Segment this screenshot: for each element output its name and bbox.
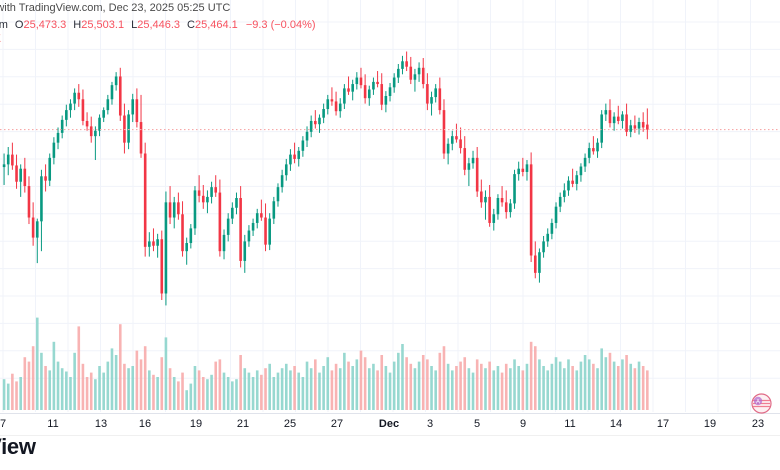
x-axis-tick: 27 (330, 418, 344, 430)
tradingview-watermark: gView (0, 434, 36, 459)
x-axis-tick: 13 (94, 418, 108, 430)
bottom-strip (0, 435, 780, 470)
candlesticks (2, 51, 649, 306)
x-axis[interactable]: 7 11 13 16 19 21 25 27 Dec 3 5 9 11 14 17 19 23 (0, 413, 780, 435)
x-axis-tick: 5 (473, 418, 481, 430)
x-axis-tick: 17 (656, 418, 670, 430)
x-axis-tick: 25 (283, 418, 297, 430)
x-axis-tick: 3 (426, 418, 434, 430)
x-axis-tick: 23 (751, 418, 765, 430)
x-axis-tick: 19 (703, 418, 717, 430)
x-axis-tick: 21 (236, 418, 250, 430)
x-axis-tick: 16 (138, 418, 152, 430)
x-axis-tick: 11 (47, 418, 59, 430)
x-axis-tick: 11 (564, 418, 576, 430)
x-axis-tick: Dec (378, 418, 400, 430)
svg-text:A: A (756, 399, 760, 405)
x-axis-tick: 14 (609, 418, 623, 430)
us-flag-badge-icon[interactable]: A (751, 393, 772, 414)
x-axis-tick: 19 (189, 418, 203, 430)
volume-bars (2, 317, 649, 410)
x-axis-tick: 9 (519, 418, 527, 430)
grid-lines (0, 0, 780, 412)
x-axis-tick: 7 (0, 418, 7, 430)
